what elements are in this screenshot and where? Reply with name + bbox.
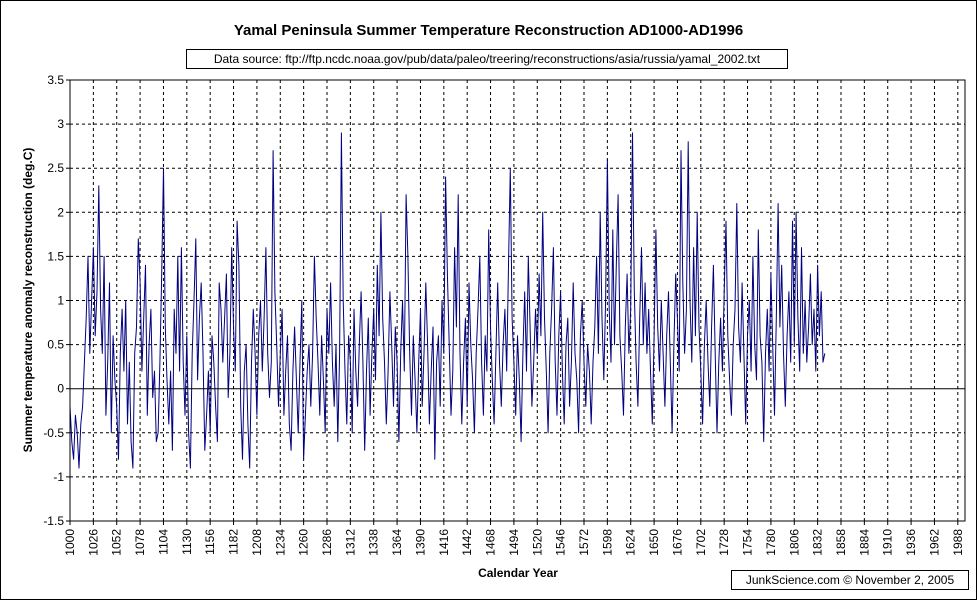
- x-tick-label: 1780: [764, 529, 778, 556]
- x-tick-label: 1910: [881, 529, 895, 556]
- x-axis-title: Calendar Year: [478, 566, 558, 580]
- y-tick-label: 2.5: [47, 161, 64, 175]
- y-tick-label: 3.5: [47, 73, 64, 87]
- x-tick-label: 1000: [63, 529, 77, 556]
- x-tick-label: 1702: [694, 529, 708, 556]
- x-tick-label: 1572: [577, 529, 591, 556]
- y-tick-label: 0.5: [47, 338, 64, 352]
- x-tick-label: 1182: [227, 529, 241, 555]
- axis-layer: -1.5 -1 -0.5 0 0.5 1 1.5 2 2.5 3 3.5 1000 1026 1052 10…: [43, 73, 966, 556]
- x-tick-label: 1624: [624, 529, 638, 556]
- x-tick-label: 1208: [250, 529, 264, 556]
- credit-box: JunkScience.com © November 2, 2005: [731, 570, 969, 590]
- x-tick-label: 1026: [86, 529, 100, 556]
- y-tick-label: 0: [57, 382, 64, 396]
- data-source-box: Data source: ftp://ftp.ncdc.noaa.gov/pub…: [186, 49, 788, 69]
- x-tick-label: 1390: [413, 529, 427, 556]
- x-tick-label: 1494: [507, 529, 521, 556]
- x-tick-label: 1442: [460, 529, 474, 556]
- x-tick-label: 1338: [367, 529, 381, 556]
- grid-layer: [70, 80, 965, 521]
- x-tick-label: 1832: [811, 529, 825, 556]
- y-tick-label: 1.5: [47, 249, 64, 263]
- x-tick-label: 1598: [600, 529, 614, 556]
- x-tick-label: 1104: [156, 529, 170, 555]
- series-line: [69, 132, 826, 469]
- y-tick-label: -1.5: [43, 514, 64, 528]
- x-tick-label: 1286: [320, 529, 334, 556]
- x-tick-label: 1130: [180, 529, 194, 555]
- y-tick-label: 1: [57, 294, 64, 308]
- data-layer: [69, 132, 826, 469]
- x-tick-label: 1260: [297, 529, 311, 556]
- x-tick-label: 1468: [484, 529, 498, 556]
- x-tick-label: 1728: [717, 529, 731, 556]
- x-tick-label: 1676: [670, 529, 684, 556]
- x-tick-label: 1988: [951, 529, 965, 556]
- y-tick-label: -0.5: [43, 426, 64, 440]
- y-axis-title: Summer temperature anomaly reconstructio…: [21, 148, 35, 453]
- x-tick-label: 1312: [343, 529, 357, 556]
- x-tick-label: 1936: [904, 529, 918, 556]
- x-tick-label: 1754: [741, 529, 755, 556]
- x-tick-label: 1078: [133, 529, 147, 556]
- y-tick-label: 2: [57, 205, 64, 219]
- y-tick-label: -1: [53, 470, 64, 484]
- x-tick-label: 1052: [110, 529, 124, 556]
- x-tick-label: 1884: [857, 529, 871, 556]
- y-tick-label: 3: [57, 117, 64, 131]
- x-tick-label: 1520: [530, 529, 544, 556]
- x-tick-label: 1962: [927, 529, 941, 556]
- x-tick-label: 1546: [554, 529, 568, 556]
- chart-title: Yamal Peninsula Summer Temperature Recon…: [233, 22, 744, 39]
- x-tick-label: 1806: [787, 529, 801, 556]
- x-tick-label: 1858: [834, 529, 848, 556]
- x-tick-label: 1416: [437, 529, 451, 556]
- x-tick-label: 1234: [273, 529, 287, 556]
- x-tick-label: 1364: [390, 529, 404, 556]
- x-tick-label: 1156: [203, 529, 217, 555]
- x-tick-label: 1650: [647, 529, 661, 556]
